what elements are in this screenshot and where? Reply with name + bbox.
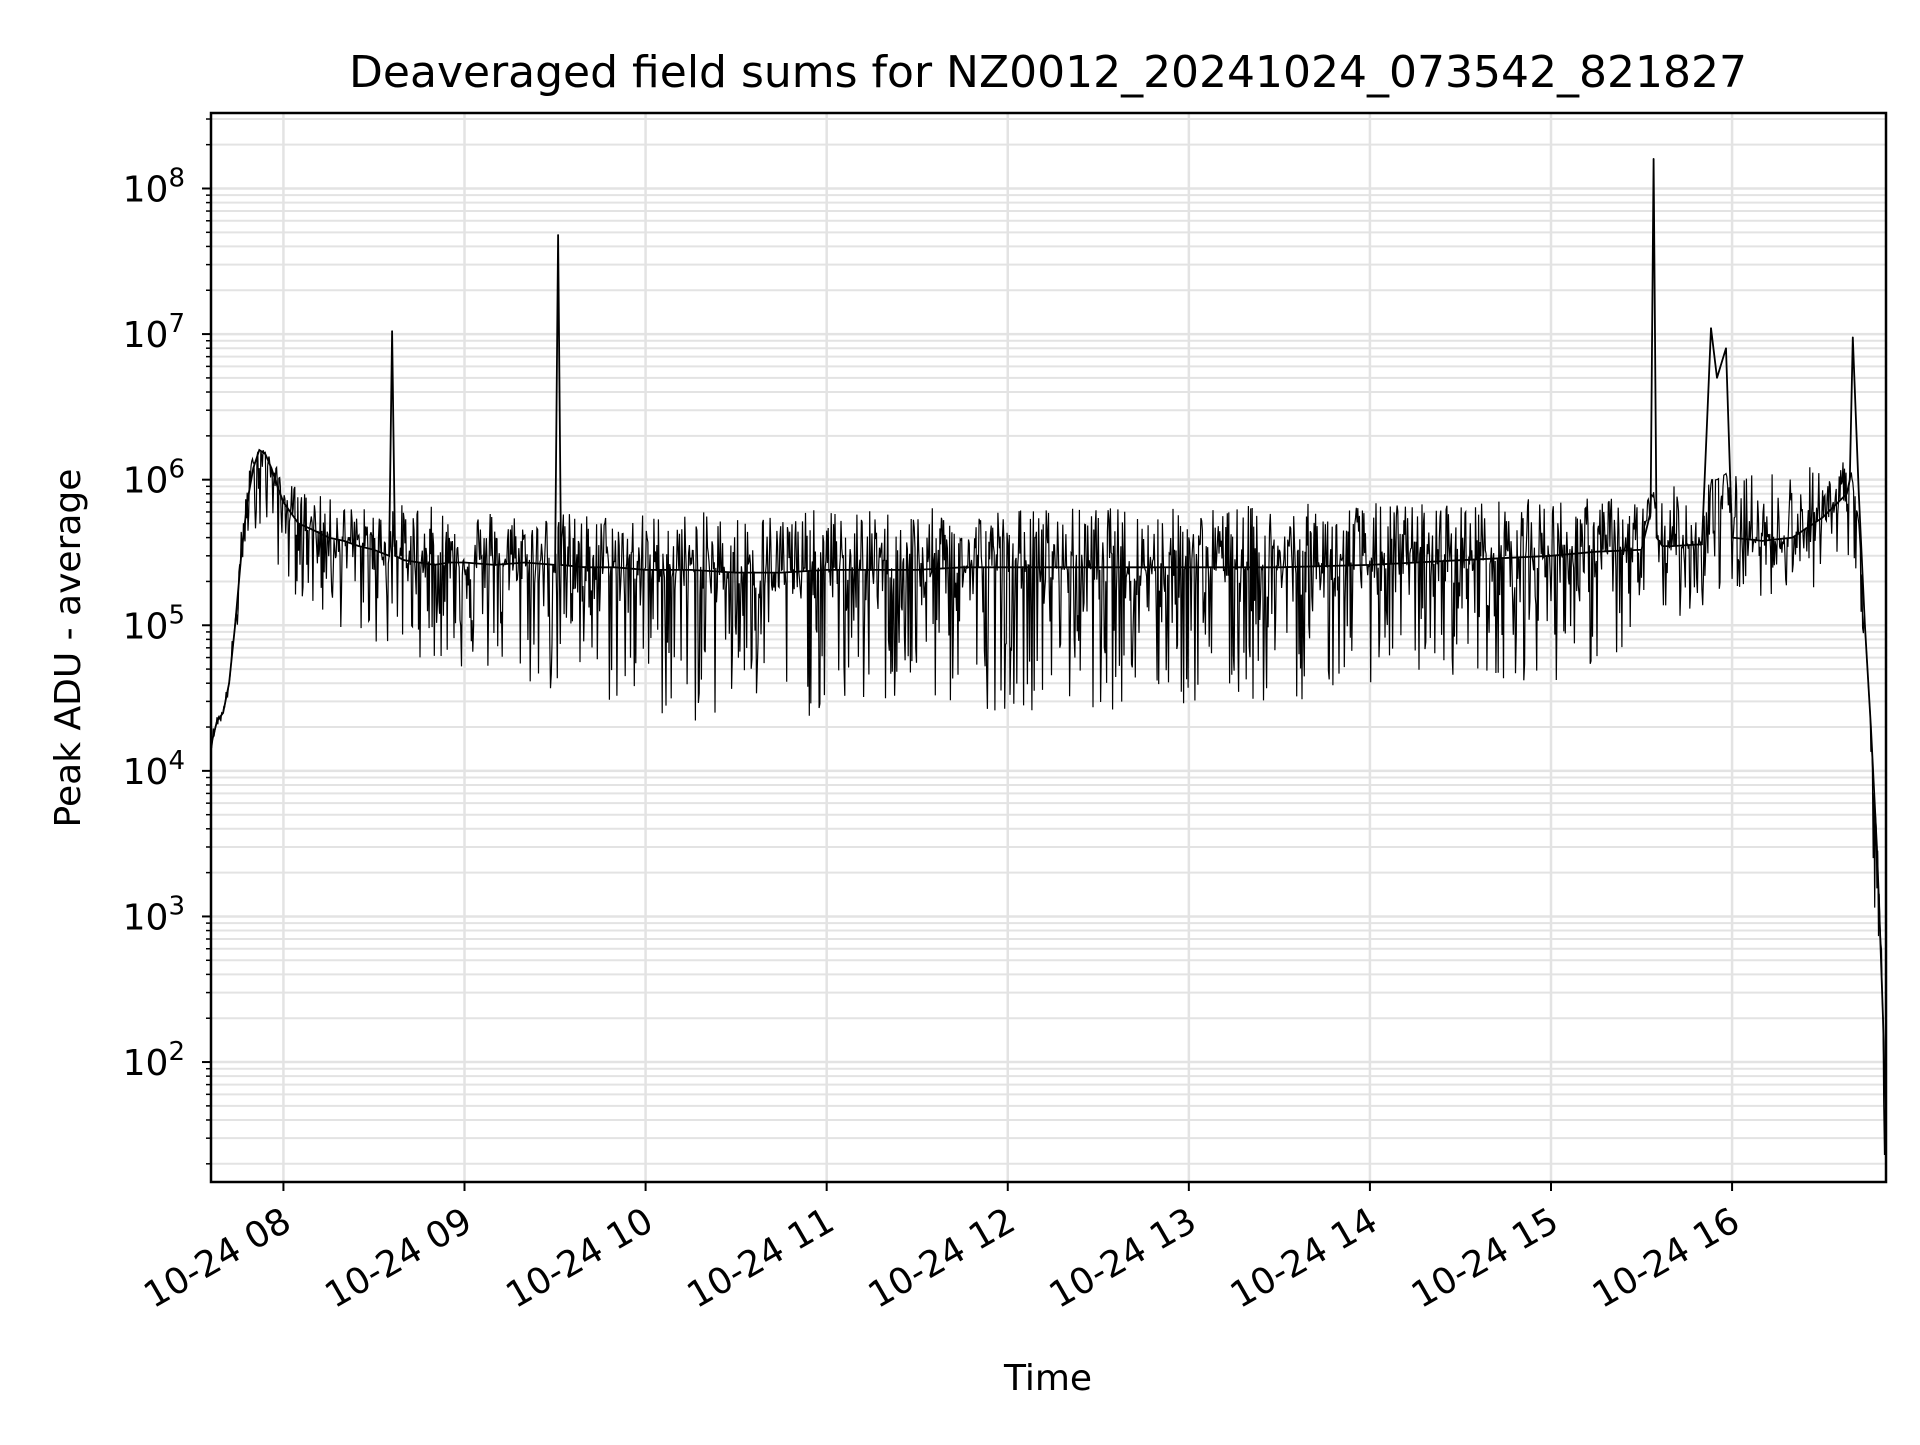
data-point <box>297 522 300 525</box>
data-point <box>234 624 236 627</box>
data-point <box>1761 540 1764 542</box>
data-point <box>216 720 218 722</box>
data-point <box>560 564 562 566</box>
data-point <box>343 540 345 542</box>
data-point <box>270 467 273 469</box>
data-point <box>1876 846 1878 848</box>
data-point <box>1731 536 1733 539</box>
data-point <box>1710 327 1712 329</box>
y-tick-label: 105 <box>123 600 185 647</box>
data-layer <box>210 158 1887 1156</box>
data-point <box>1655 536 1658 539</box>
y-tick-label: 102 <box>123 1037 185 1084</box>
data-point <box>1007 566 1009 569</box>
data-point <box>961 566 964 569</box>
data-point <box>240 555 242 557</box>
data-point <box>1652 158 1655 160</box>
data-point <box>614 566 617 569</box>
data-point <box>433 564 436 566</box>
data-point <box>258 449 261 451</box>
data-point <box>418 561 421 564</box>
data-point <box>1550 555 1552 557</box>
data-point <box>690 569 692 571</box>
data-point <box>1716 377 1718 379</box>
data-point <box>1846 493 1848 495</box>
data-point <box>1661 545 1664 547</box>
data-point <box>780 571 783 574</box>
data-point <box>825 569 828 571</box>
data-point <box>1852 336 1854 339</box>
data-point <box>391 330 393 332</box>
y-tick-label: 104 <box>123 746 185 793</box>
data-point <box>327 536 330 539</box>
y-axis-label: Peak ADU - average <box>48 469 89 828</box>
data-point <box>524 561 526 564</box>
data-point <box>252 467 255 469</box>
y-tick-label: 103 <box>123 891 185 938</box>
data-point <box>1649 511 1652 513</box>
data-point <box>1640 549 1643 551</box>
data-point <box>1858 493 1860 495</box>
data-point <box>463 561 466 564</box>
data-point <box>1278 566 1281 569</box>
data-point <box>403 559 406 561</box>
chart-title: Deaveraged field sums for NZ0012_2024102… <box>349 47 1747 98</box>
data-point <box>1870 726 1872 728</box>
x-axis-label: Time <box>1003 1358 1092 1399</box>
data-point <box>1701 543 1703 546</box>
data-point <box>276 485 279 488</box>
data-point <box>222 712 224 714</box>
data-point <box>735 571 737 574</box>
data-point <box>1821 516 1824 519</box>
data-point <box>871 569 873 571</box>
data-point <box>584 566 586 569</box>
data-point <box>1459 559 1462 561</box>
data-point <box>1725 347 1727 350</box>
y-tick-label: 108 <box>123 163 185 210</box>
data-point <box>448 561 451 564</box>
data-point <box>1188 566 1190 569</box>
data-point <box>312 529 315 531</box>
data-point <box>1097 566 1100 569</box>
data-point <box>228 682 230 684</box>
data-point <box>1849 478 1851 481</box>
data-point <box>1882 1017 1884 1019</box>
data-point <box>388 555 390 557</box>
y-tick-label: 107 <box>123 309 185 356</box>
data-point <box>493 564 496 566</box>
data-point <box>554 564 556 566</box>
data-point <box>358 545 360 547</box>
data-point <box>916 569 918 571</box>
y-tick-label: 106 <box>123 455 185 502</box>
data-point <box>394 555 396 557</box>
series-line <box>210 158 1887 1139</box>
data-point <box>1369 564 1371 566</box>
data-point <box>373 549 375 551</box>
data-point <box>1595 550 1598 553</box>
data-point <box>644 569 647 571</box>
data-point <box>1879 929 1881 932</box>
data-point <box>282 501 285 504</box>
data-point <box>1791 536 1794 539</box>
data-point <box>1670 545 1673 547</box>
data-point <box>557 234 559 236</box>
data-point <box>246 501 248 504</box>
data-point <box>1864 624 1866 627</box>
data-point <box>264 453 267 455</box>
